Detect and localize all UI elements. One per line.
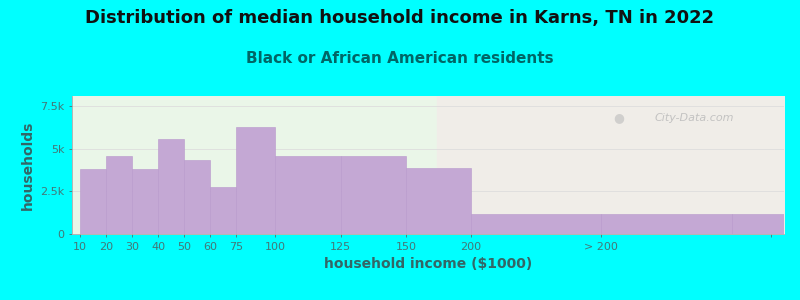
Y-axis label: households: households [21,120,34,210]
Bar [602,214,732,234]
Bar [471,214,602,234]
Bar [132,169,158,234]
Bar [210,187,236,234]
Bar [80,169,106,234]
Text: Black or African American residents: Black or African American residents [246,51,554,66]
Bar [732,214,800,234]
Bar [236,127,275,234]
Text: Distribution of median household income in Karns, TN in 2022: Distribution of median household income … [86,9,714,27]
Bar [158,140,184,234]
Bar [406,168,471,234]
Text: City-Data.com: City-Data.com [654,112,734,123]
X-axis label: household income ($1000): household income ($1000) [324,257,532,271]
Bar [106,157,132,234]
Bar [341,157,406,234]
Text: ●: ● [613,111,624,124]
Bar [275,157,341,234]
Bar [184,160,210,234]
